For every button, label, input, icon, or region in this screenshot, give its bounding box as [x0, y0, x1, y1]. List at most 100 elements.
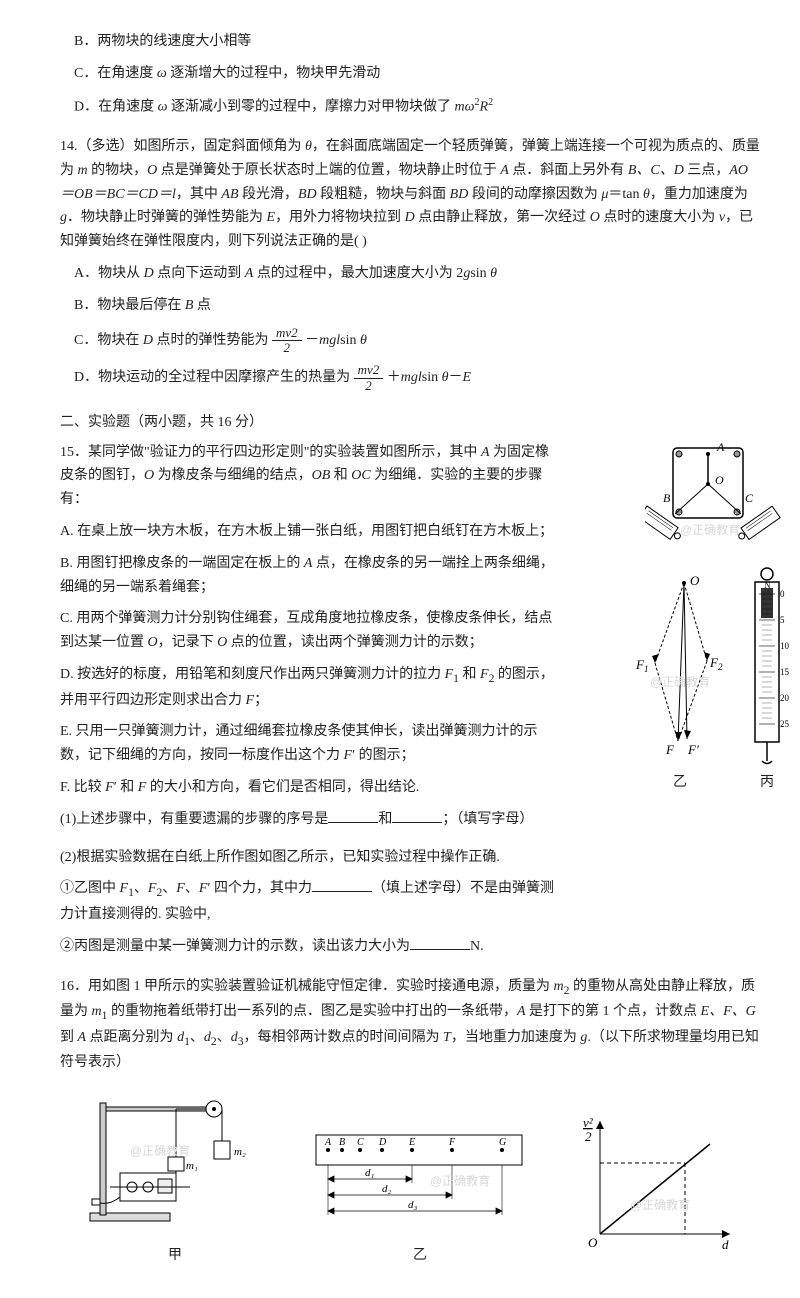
- text: 逐渐增大的过程中，物块甲先滑动: [167, 66, 381, 81]
- ylabel: v² 2: [583, 1115, 596, 1144]
- t: 的大小和方向，看它们是否相同，得出结论.: [146, 780, 419, 795]
- F: F: [344, 748, 353, 763]
- t: sin: [422, 370, 442, 385]
- t: 和: [330, 468, 351, 483]
- text: 逐渐减小到零的过程中，摩擦力对甲物块做了: [168, 99, 455, 114]
- t: A．物块从: [74, 266, 144, 281]
- t: 是打下的第 1 个点，计数点: [526, 1004, 701, 1019]
- label-c: C: [745, 491, 754, 505]
- fig16-yi: A B C D E F G d₁ d₂ d₃ @正确教育 乙: [310, 1125, 530, 1268]
- th: θ: [442, 370, 449, 385]
- t: ；（填写字母）: [442, 812, 533, 827]
- t: ．物块静止时弹簧的弹性势能为: [67, 210, 267, 225]
- den: 2: [272, 341, 302, 355]
- t: 15．某同学做"验证力的平行四边形定则"的实验装置如图所示，其中: [60, 445, 481, 460]
- D: D: [144, 266, 154, 281]
- fig-yi: O F1 F2 F F′ @正确教育 乙: [630, 571, 730, 795]
- q15-stem: 15．某同学做"验证力的平行四边形定则"的实验装置如图所示，其中 A 为固定橡皮…: [60, 441, 555, 512]
- sup: 2: [488, 97, 493, 108]
- lA: A: [324, 1137, 332, 1148]
- t: ，其中: [176, 187, 222, 202]
- q16-fig-row: m₂ m₁ @正确教育 甲: [60, 1085, 760, 1268]
- frac: mv22: [272, 326, 302, 356]
- t: 段间的动摩擦因数为: [468, 187, 601, 202]
- ld1: d₁: [365, 1167, 375, 1179]
- A: A: [500, 163, 509, 178]
- blank-input[interactable]: [312, 877, 372, 892]
- t: sin: [340, 333, 360, 348]
- fig-bing: N 0 5 10 15 20 25 丙: [742, 566, 792, 795]
- t: sin: [470, 266, 490, 281]
- OC: OC: [351, 468, 370, 483]
- fig16-jia-caption: 甲: [80, 1244, 270, 1268]
- th: θ: [643, 187, 650, 202]
- A: A: [517, 1004, 526, 1019]
- t: E. 只用一只弹簧测力计，通过细绳套拉橡皮条使其伸长，读出弹簧测力计的示数，记下…: [60, 724, 538, 763]
- t: 、: [217, 1030, 231, 1045]
- t10: 10: [780, 641, 790, 651]
- E: E: [267, 210, 276, 225]
- label-a: A: [716, 440, 725, 454]
- t: ①乙图中: [60, 881, 120, 896]
- q16-stem: 16．用如图 1 甲所示的实验装置验证机械能守恒定律．实验时接通电源，质量为 m…: [60, 975, 760, 1076]
- BD: BD: [298, 187, 317, 202]
- lD: D: [378, 1137, 387, 1148]
- q14-option-a: A．物块从 D 点向下运动到 A 点的过程中，最大加速度大小为 2gsin θ: [74, 262, 760, 286]
- jia-svg: m₂ m₁ @正确教育: [80, 1085, 270, 1235]
- lE: E: [408, 1137, 415, 1148]
- F: F: [445, 667, 454, 682]
- label-m1: m₁: [186, 1160, 198, 1172]
- D: D: [143, 333, 153, 348]
- t: 、: [185, 881, 199, 896]
- t: N.: [470, 939, 484, 954]
- t15: 15: [780, 667, 790, 677]
- q14-option-c: C．物块在 D 点时的弹性势能为 mv22 －mglsin θ: [74, 326, 760, 356]
- t: 段粗糙，物块与斜面: [317, 187, 450, 202]
- label-o: O: [715, 473, 724, 487]
- t: 点的位置，读出两个弹簧测力计的示数；: [227, 635, 483, 650]
- watermark: @正确教育: [630, 1197, 690, 1212]
- t: B. 用图钉把橡皮条的一端固定在板上的: [60, 556, 304, 571]
- t: 和: [378, 812, 392, 827]
- t: ，每相邻两计数点的时间间隔为: [244, 1030, 444, 1045]
- m: m: [554, 979, 564, 994]
- T: T: [443, 1030, 451, 1045]
- t: 段光滑，: [239, 187, 299, 202]
- fig-yi-caption: 乙: [630, 771, 730, 795]
- q13-option-d: D．在角速度 ω 逐渐减小到零的过程中，摩擦力对甲物块做了 mω2R2: [74, 94, 760, 119]
- A: A: [78, 1030, 87, 1045]
- fig-apparatus: A O B C @正确教育: [645, 436, 785, 546]
- t: ，当地重力加速度为: [451, 1030, 581, 1045]
- blank-input[interactable]: [410, 935, 470, 950]
- watermark: @正确教育: [650, 674, 710, 689]
- O: O: [147, 163, 157, 178]
- OB: OB: [312, 468, 331, 483]
- text: C．在角速度: [74, 66, 157, 81]
- q14-stem: 14.（多选）如图所示，固定斜面倾角为 θ，在斜面底端固定一个轻质弹簧，弹簧上端…: [60, 135, 760, 254]
- q15-step-d: D. 按选好的标度，用铅笔和刻度尺作出两只弹簧测力计的拉力 F1 和 F2 的图…: [60, 663, 555, 712]
- blank-input[interactable]: [392, 808, 442, 823]
- label-n: N: [764, 580, 771, 590]
- blank-input[interactable]: [328, 808, 378, 823]
- q13-option-b: B．两物块的线速度大小相等: [74, 30, 760, 54]
- ld3: d₃: [408, 1199, 418, 1211]
- mgl: mgl: [401, 370, 422, 385]
- t: C．物块在: [74, 333, 143, 348]
- watermark: @正确教育: [430, 1173, 490, 1188]
- q14-option-d: D．物块运动的全过程中因摩擦产生的热量为 mv22 ＋mglsin θ－E: [74, 363, 760, 393]
- t: 的重物拖着纸带打出一系列的点．图乙是实验中打出的一条纸带，: [107, 1004, 517, 1019]
- q15-step-a: A. 在桌上放一块方木板，在方木板上铺一张白纸，用图钉把白纸钉在方木板上；: [60, 520, 555, 544]
- t: 和: [459, 667, 480, 682]
- O: O: [144, 468, 154, 483]
- g: g: [60, 210, 67, 225]
- t: 点: [193, 298, 211, 313]
- lC: C: [357, 1137, 364, 1148]
- q15-step-b: B. 用图钉把橡皮条的一端固定在板上的 A 点，在橡皮条的另一端拴上两条细绳，细…: [60, 552, 555, 600]
- t: ②丙图是测量中某一弹簧测力计的示数，读出该力大小为: [60, 939, 410, 954]
- text: D．在角速度: [74, 99, 158, 114]
- t: 点向下运动到: [154, 266, 245, 281]
- t: 四个力，其中力: [210, 881, 312, 896]
- watermark: @正确教育: [130, 1143, 190, 1158]
- t: ，记录下: [158, 635, 218, 650]
- t: 的图示；: [355, 748, 415, 763]
